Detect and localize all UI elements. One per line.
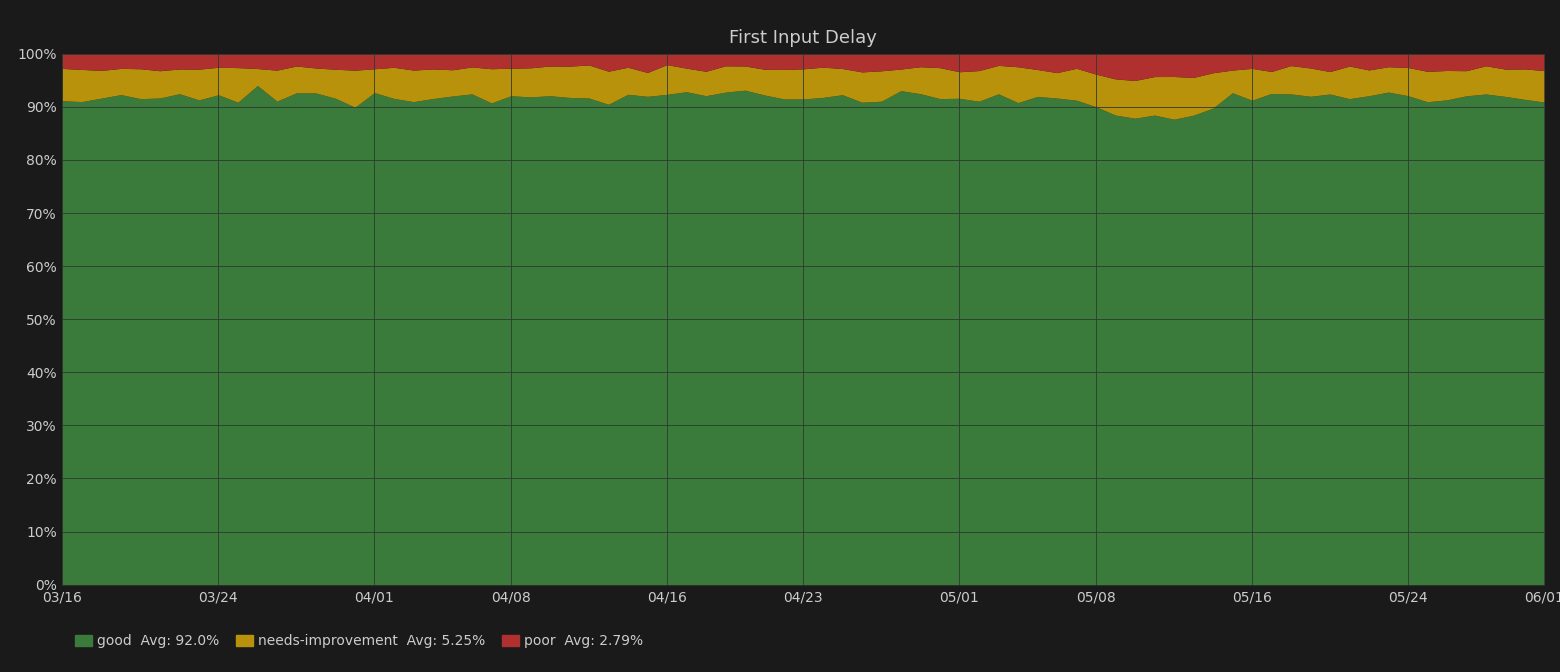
Title: First Input Delay: First Input Delay	[730, 29, 877, 46]
Legend: good  Avg: 92.0%, needs-improvement  Avg: 5.25%, poor  Avg: 2.79%: good Avg: 92.0%, needs-improvement Avg: …	[69, 629, 649, 654]
